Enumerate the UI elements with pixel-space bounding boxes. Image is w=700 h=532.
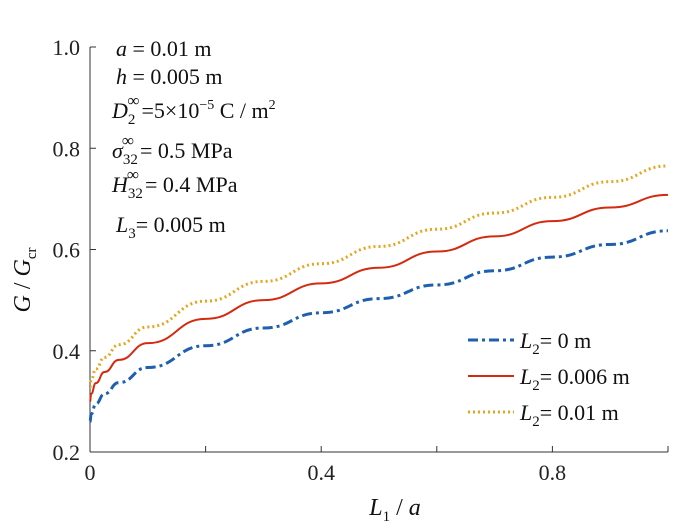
series-lines bbox=[88, 164, 669, 424]
param-l3: L3= 0.005 m bbox=[115, 212, 226, 242]
y-tick-label: 0.2 bbox=[53, 440, 81, 465]
y-axis-label: G / Gcr bbox=[10, 247, 40, 312]
legend: L2= 0 m L2= 0.006 m L2= 0.01 m bbox=[468, 328, 630, 430]
param-sigma32: σ32∞ = 0.5 MPa bbox=[112, 131, 233, 168]
x-tick-label: 0 bbox=[85, 460, 96, 485]
legend-label-series-0: L2= 0 m bbox=[519, 328, 591, 358]
series-line-0 bbox=[88, 229, 669, 424]
y-tick-label: 0.8 bbox=[53, 136, 81, 161]
x-tick-label: 0.4 bbox=[307, 460, 335, 485]
x-tick-label: 0.8 bbox=[539, 460, 567, 485]
legend-label-series-1: L2= 0.006 m bbox=[519, 364, 630, 394]
series-line-2 bbox=[88, 164, 669, 389]
x-axis-label: L1 / a bbox=[368, 495, 421, 525]
y-tick-label: 1.0 bbox=[53, 35, 81, 60]
legend-label-series-2: L2= 0.01 m bbox=[519, 400, 619, 430]
param-a: a = 0.01 m bbox=[116, 36, 212, 61]
tick-group: 0.2 0.4 0.6 0.8 1.0 0 0.4 0.8 bbox=[53, 35, 669, 485]
parameter-annotations: a = 0.01 m h = 0.005 m D2∞=5×10−5 C / m2… bbox=[111, 36, 276, 242]
y-tick-label: 0.6 bbox=[53, 238, 81, 263]
series-line-1 bbox=[89, 193, 669, 403]
param-d2: D2∞=5×10−5 C / m2 bbox=[111, 91, 276, 128]
y-tick-label: 0.4 bbox=[53, 339, 81, 364]
param-h: h = 0.005 m bbox=[116, 64, 223, 89]
param-h32: H32∞ = 0.4 MPa bbox=[111, 165, 238, 202]
